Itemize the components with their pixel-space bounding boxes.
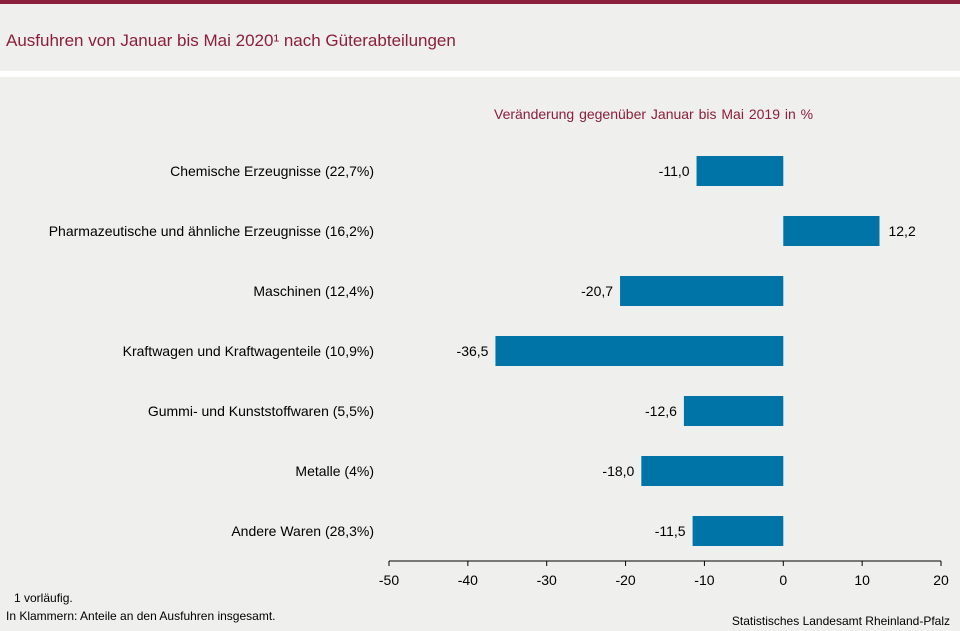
category-label-0: Chemische Erzeugnisse (22,7%) [170, 163, 374, 179]
bar-0 [696, 156, 784, 186]
category-label-2: Maschinen (12,4%) [253, 283, 374, 299]
category-label-6: Andere Waren (28,3%) [231, 523, 374, 539]
page-title: Ausfuhren von Januar bis Mai 2020¹ nach … [6, 31, 456, 50]
x-tick-label-3: -20 [615, 572, 635, 588]
bar-4 [683, 396, 784, 426]
value-label-2: -20,7 [581, 283, 613, 299]
category-label-5: Metalle (4%) [295, 463, 374, 479]
footnote-shares: In Klammern: Anteile an den Ausfuhren in… [6, 609, 276, 623]
x-tick-label-0: -50 [379, 572, 399, 588]
footnote-provisional: 1 vorläufig. [14, 591, 73, 605]
header: Ausfuhren von Januar bis Mai 2020¹ nach … [0, 4, 960, 72]
bar-1 [783, 216, 880, 246]
x-tick-label-1: -40 [458, 572, 478, 588]
category-label-3: Kraftwagen und Kraftwagenteile (10,9%) [123, 343, 374, 359]
category-label-4: Gummi- und Kunststoffwaren (5,5%) [148, 403, 374, 419]
x-tick-label-7: 20 [933, 572, 949, 588]
x-tick-label-4: -10 [694, 572, 714, 588]
x-tick-label-6: 10 [854, 572, 870, 588]
value-label-1: 12,2 [888, 223, 915, 239]
bar-3 [495, 336, 784, 366]
header-separator [0, 71, 960, 77]
chart-subtitle: Veränderung gegenüber Januar bis Mai 201… [494, 106, 814, 122]
top-accent-bar [0, 0, 960, 4]
bar-2 [620, 276, 784, 306]
category-label-1: Pharmazeutische und ähnliche Erzeugnisse… [49, 223, 374, 239]
value-label-0: -11,0 [659, 163, 690, 179]
value-label-4: -12,6 [645, 403, 677, 419]
bar-6 [692, 516, 784, 546]
bar-5 [641, 456, 784, 486]
value-label-3: -36,5 [457, 343, 489, 359]
source-credit: Statistisches Landesamt Rheinland-Pfalz [731, 614, 950, 628]
x-tick-label-5: 0 [779, 572, 787, 588]
value-label-6: -11,5 [655, 523, 686, 539]
value-label-5: -18,0 [602, 463, 634, 479]
x-tick-label-2: -30 [537, 572, 557, 588]
